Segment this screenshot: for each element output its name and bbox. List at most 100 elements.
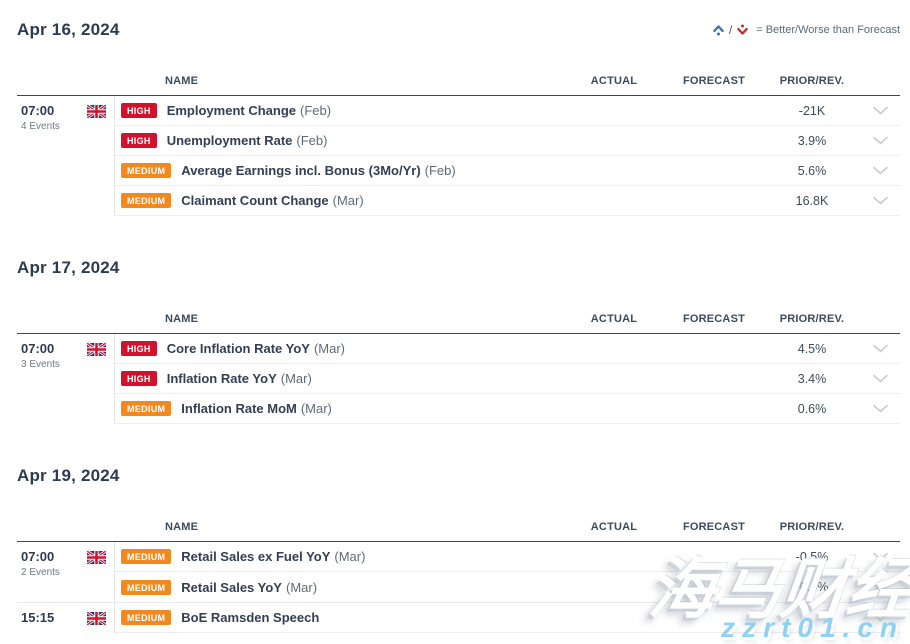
event-time: 15:15	[21, 610, 55, 625]
col-header-forecast: FORECAST	[682, 75, 746, 87]
prior-value: 4.5%	[797, 341, 827, 356]
events-count: 4 Events	[21, 121, 60, 132]
expand-chevron-icon[interactable]	[860, 136, 900, 145]
event-name: Inflation Rate MoM	[181, 401, 297, 416]
events-count: 3 Events	[21, 359, 60, 370]
uk-flag-icon	[87, 551, 106, 564]
prior-value: 3.4%	[797, 371, 827, 386]
event-name-cell: HIGH Inflation Rate YoY (Mar)	[115, 371, 564, 386]
event-name: Retail Sales ex Fuel YoY	[181, 549, 331, 564]
table-header-row: NAME ACTUAL FORECAST PRIOR/REV.	[17, 306, 900, 334]
event-period: (Mar)	[334, 549, 366, 564]
event-name-cell: HIGH Unemployment Rate (Feb)	[115, 133, 564, 148]
table-header-row: NAME ACTUAL FORECAST PRIOR/REV.	[17, 514, 900, 542]
event-period: (Feb)	[300, 103, 332, 118]
col-header-prior: PRIOR/REV.	[779, 75, 845, 87]
events-table: NAME ACTUAL FORECAST PRIOR/REV. 07:00 3 Event…	[17, 306, 900, 424]
expand-chevron-icon[interactable]	[860, 374, 900, 383]
table-header-row: NAME ACTUAL FORECAST PRIOR/REV.	[17, 68, 900, 96]
event-period: (Feb)	[296, 133, 328, 148]
event-name-cell: MEDIUM Retail Sales ex Fuel YoY (Mar)	[115, 549, 564, 564]
event-name: Employment Change	[166, 103, 296, 118]
expand-chevron-icon[interactable]	[860, 344, 900, 353]
event-row[interactable]: MEDIUM Claimant Count Change (Mar) 16.8K	[115, 186, 900, 216]
event-name-cell: HIGH Core Inflation Rate YoY (Mar)	[115, 341, 564, 356]
importance-badge: MEDIUM	[121, 610, 172, 625]
event-row[interactable]: MEDIUM Inflation Rate MoM (Mar) 0.6%	[115, 394, 900, 424]
prior-value: 0.6%	[797, 401, 827, 416]
date-heading: Apr 16, 2024	[17, 20, 120, 39]
event-row[interactable]: HIGH Inflation Rate YoY (Mar) 3.4%	[115, 364, 900, 394]
expand-chevron-icon[interactable]	[860, 196, 900, 205]
events-count: 2 Events	[21, 567, 60, 578]
prior-value: 5.6%	[797, 163, 827, 178]
col-header-actual: ACTUAL	[590, 521, 638, 533]
event-name-cell: MEDIUM Claimant Count Change (Mar)	[115, 193, 564, 208]
event-rows: MEDIUM BoE Ramsden Speech	[114, 603, 900, 633]
time-group: 07:00 2 Events MEDIUM Retail Sales ex Fuel …	[17, 542, 900, 602]
event-rows: HIGH Employment Change (Feb) -21K HIGH Unempl…	[114, 96, 900, 216]
event-time: 07:00	[21, 549, 55, 564]
importance-badge: HIGH	[121, 341, 157, 356]
expand-chevron-icon[interactable]	[860, 583, 900, 592]
event-name-cell: MEDIUM BoE Ramsden Speech	[115, 610, 564, 625]
time-cell: 07:00 2 Events	[17, 542, 114, 602]
time-group: 15:15 MEDIUM BoE Ramsden Speech	[17, 602, 900, 633]
event-name-cell: HIGH Employment Change (Feb)	[115, 103, 564, 118]
event-period: (Mar)	[280, 371, 312, 386]
event-name: Retail Sales YoY	[181, 579, 282, 595]
event-row[interactable]: HIGH Unemployment Rate (Feb) 3.9%	[115, 126, 900, 156]
event-name-cell: MEDIUM Average Earnings incl. Bonus (3Mo/…	[115, 163, 564, 178]
prior-value: -21K	[798, 103, 826, 118]
event-period: (Mar)	[300, 401, 332, 416]
events-table: NAME ACTUAL FORECAST PRIOR/REV. 07:00 2 Event…	[17, 514, 900, 633]
expand-chevron-icon[interactable]	[860, 166, 900, 175]
event-name: Average Earnings incl. Bonus (3Mo/Yr)	[181, 163, 421, 178]
expand-chevron-icon[interactable]	[860, 552, 900, 561]
worse-arrow-down-icon	[737, 24, 749, 35]
prior-value: -0.4%	[795, 580, 829, 594]
event-period: (Feb)	[424, 163, 456, 178]
col-header-time	[17, 87, 114, 95]
time-cell: 07:00 3 Events	[17, 334, 114, 424]
date-heading: Apr 17, 2024	[17, 258, 120, 277]
time-cell: 15:15	[17, 603, 114, 633]
col-header-actual: ACTUAL	[590, 75, 638, 87]
importance-badge: MEDIUM	[121, 549, 172, 564]
uk-flag-icon	[87, 612, 106, 625]
importance-badge: MEDIUM	[121, 401, 172, 416]
event-name: Unemployment Rate	[166, 133, 293, 148]
legend-separator: /	[728, 23, 733, 37]
importance-badge: MEDIUM	[121, 163, 172, 178]
legend-text: = Better/Worse than Forecast	[756, 24, 900, 36]
events-table: NAME ACTUAL FORECAST PRIOR/REV. 07:00 4 Event…	[17, 68, 900, 216]
prior-value: 3.9%	[797, 133, 827, 148]
event-name: Core Inflation Rate YoY	[166, 341, 310, 356]
event-row[interactable]: MEDIUM Retail Sales YoY (Mar) -0.4%	[115, 572, 900, 602]
event-period: (Mar)	[313, 341, 346, 356]
event-time: 07:00	[21, 103, 55, 118]
event-row[interactable]: MEDIUM Average Earnings incl. Bonus (3Mo/…	[115, 156, 900, 186]
col-header-name: NAME	[165, 75, 199, 87]
prior-value: -0.5%	[795, 549, 829, 564]
event-rows: HIGH Core Inflation Rate YoY (Mar) 4.5% HIGH…	[114, 334, 900, 424]
col-header-time	[17, 533, 114, 541]
expand-chevron-icon[interactable]	[860, 106, 900, 115]
col-header-prior: PRIOR/REV.	[779, 313, 845, 325]
event-row[interactable]: MEDIUM Retail Sales ex Fuel YoY (Mar) -0.5%	[115, 542, 900, 572]
importance-badge: HIGH	[121, 371, 157, 386]
event-row[interactable]: MEDIUM BoE Ramsden Speech	[115, 603, 900, 633]
event-row[interactable]: HIGH Core Inflation Rate YoY (Mar) 4.5%	[115, 334, 900, 364]
event-row[interactable]: HIGH Employment Change (Feb) -21K	[115, 96, 900, 126]
col-header-prior: PRIOR/REV.	[779, 521, 845, 533]
col-header-name: NAME	[165, 313, 199, 325]
day-section: Apr 19, 2024 NAME ACTUAL FORECAST PRIOR/REV.…	[0, 466, 910, 633]
importance-badge: HIGH	[121, 133, 157, 148]
event-period: (Mar)	[285, 579, 318, 595]
expand-chevron-icon[interactable]	[860, 613, 900, 622]
expand-chevron-icon[interactable]	[860, 404, 900, 413]
col-header-expand	[860, 87, 900, 95]
event-rows: MEDIUM Retail Sales ex Fuel YoY (Mar) -0.5%…	[114, 542, 900, 602]
importance-badge: HIGH	[121, 103, 157, 118]
